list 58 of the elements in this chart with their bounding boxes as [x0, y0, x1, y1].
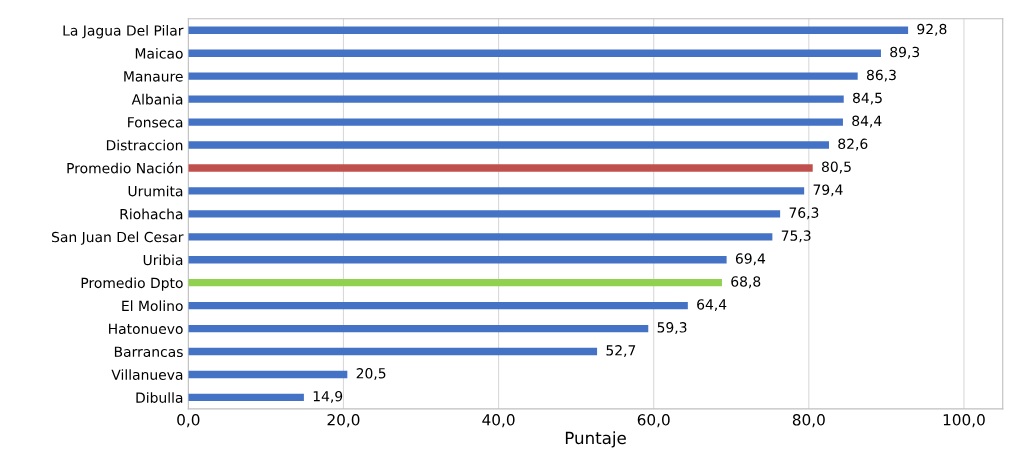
y-tick-label: Riohacha — [120, 208, 183, 220]
x-tick-label: 0,0 — [177, 414, 200, 428]
data-label: 84,5 — [853, 92, 882, 105]
data-label: 82,6 — [838, 138, 868, 151]
y-tick-label: Distraccion — [106, 139, 183, 151]
data-label: 86,3 — [866, 69, 896, 82]
bar — [188, 118, 843, 126]
data-label: 59,3 — [657, 322, 687, 335]
data-label: 80,5 — [821, 161, 851, 174]
data-label: 20,5 — [356, 368, 386, 380]
y-tick-label: Barrancas — [114, 346, 183, 358]
bar — [188, 370, 348, 379]
bar — [188, 164, 813, 172]
data-label: 14,9 — [313, 390, 343, 403]
bar — [188, 324, 649, 333]
bar — [188, 187, 805, 195]
y-tick-label: Hatonuevo — [109, 323, 183, 335]
data-label: 79,4 — [813, 184, 843, 197]
y-tick-label: La Jagua Del Pilar — [63, 25, 184, 39]
data-label: 89,3 — [890, 46, 920, 59]
bar — [188, 393, 304, 402]
y-tick-label: Fonseca — [128, 117, 183, 128]
bar — [188, 347, 598, 356]
y-tick-label: Urumita — [128, 185, 183, 197]
y-tick-label: Dibulla — [136, 392, 183, 403]
x-tick-label: 60,0 — [637, 414, 670, 428]
x-tick-label: 40,0 — [482, 414, 515, 428]
data-label: 75,3 — [781, 230, 811, 243]
y-tick-label: Maicao — [135, 47, 183, 59]
data-label: 84,4 — [852, 115, 882, 128]
bar — [188, 233, 773, 241]
bar — [188, 141, 829, 149]
bar — [188, 210, 781, 218]
data-label: 68,8 — [731, 276, 761, 289]
data-label: 92,8 — [917, 23, 947, 36]
y-tick-label: Villanueva — [111, 369, 183, 380]
bar — [188, 279, 722, 287]
x-tick-label: 80,0 — [792, 414, 825, 428]
y-tick-label: Promedio Nación — [67, 162, 183, 174]
x-axis-title: Puntaje — [565, 431, 626, 448]
data-label: 76,3 — [789, 207, 819, 220]
x-tick-label: 20,0 — [327, 414, 360, 428]
data-label: 64,4 — [697, 299, 727, 312]
y-tick-label: El Molino — [122, 300, 183, 312]
bar — [188, 301, 688, 310]
y-tick-label: Manaure — [124, 71, 183, 82]
data-label: 52,7 — [606, 345, 636, 357]
x-tick-label: 100,0 — [943, 414, 985, 428]
bar — [188, 256, 727, 264]
bar — [188, 49, 881, 57]
data-label: 69,4 — [735, 253, 766, 266]
y-tick-label: Albania — [131, 93, 183, 105]
y-tick-label: Promedio Dpto — [81, 277, 183, 291]
y-tick-label: San Juan Del Cesar — [52, 231, 184, 245]
bar — [188, 95, 844, 103]
bar — [188, 72, 858, 80]
y-tick-label: Uribia — [143, 254, 183, 266]
bar — [188, 26, 909, 34]
